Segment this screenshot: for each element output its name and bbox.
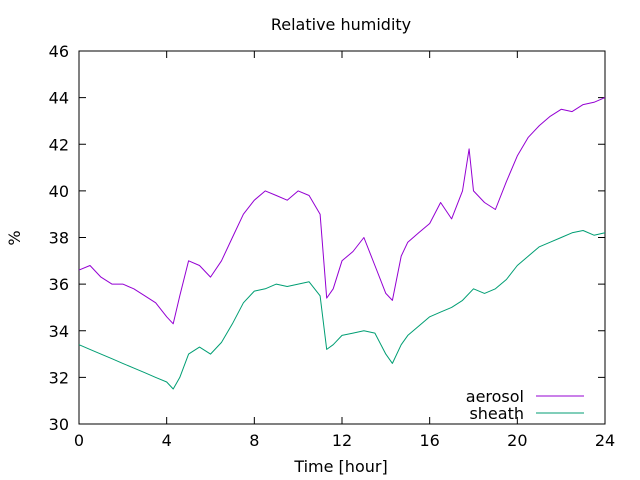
plot-frame	[78, 50, 606, 425]
series-lines	[78, 97, 606, 390]
y-tick-label: 36	[49, 275, 69, 294]
y-tick-label: 42	[49, 135, 69, 154]
legend-label-sheath: sheath	[469, 404, 524, 423]
x-axis-label: Time [hour]	[293, 457, 387, 476]
series-line-sheath	[78, 230, 606, 390]
y-tick-label: 44	[49, 89, 69, 108]
y-tick-label: 38	[49, 229, 69, 248]
x-tick-label: 4	[162, 431, 172, 450]
y-tick-label: 34	[49, 322, 69, 341]
axis-ticks: 30 32 34 36 38 40 42 44 46 0 4 8 12 16 20 24	[49, 42, 616, 450]
x-tick-label: 24	[595, 431, 615, 450]
y-axis-label: %	[5, 230, 24, 245]
y-tick-label: 30	[49, 415, 69, 434]
series-line-aerosol	[78, 97, 606, 325]
y-tick-label: 46	[49, 42, 69, 61]
y-tick-label: 40	[49, 182, 69, 201]
x-tick-label: 20	[507, 431, 527, 450]
legend-label-aerosol: aerosol	[466, 387, 524, 406]
x-tick-label: 0	[74, 431, 84, 450]
chart-title: Relative humidity	[271, 15, 411, 34]
x-tick-label: 12	[332, 431, 352, 450]
x-tick-label: 16	[419, 431, 439, 450]
y-tick-label: 32	[49, 368, 69, 387]
x-tick-label: 8	[249, 431, 259, 450]
